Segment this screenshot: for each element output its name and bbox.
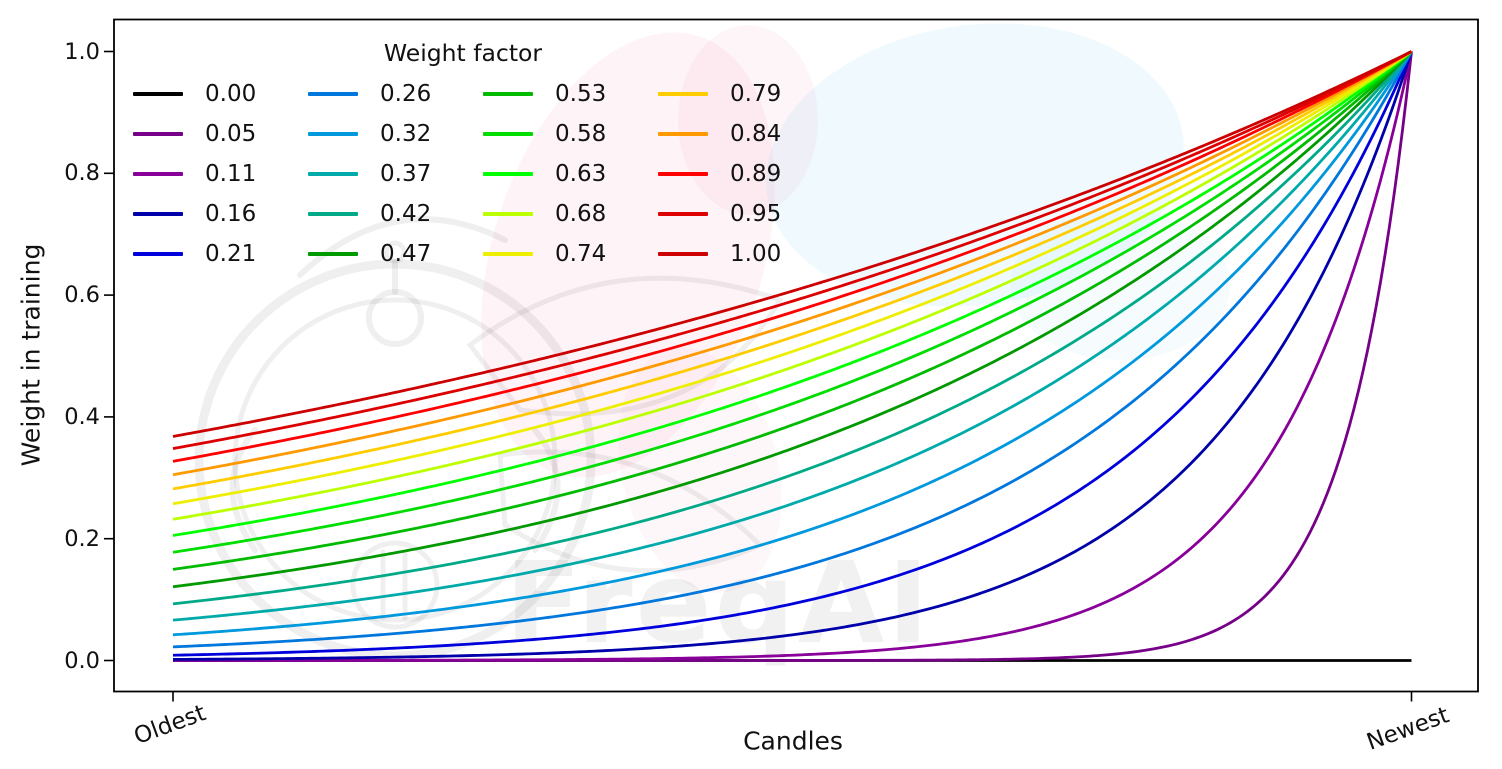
legend-line-swatch [658,252,708,256]
legend-entry: 0.84 [658,114,833,154]
plot-lines [172,50,1413,662]
legend-line-swatch [483,172,533,176]
curve-wf-0.26 [172,50,1413,649]
legend-entry-label: 0.68 [555,201,607,227]
legend-line-swatch [308,132,358,136]
freqai-watermark-text: FreqAI [505,539,932,669]
curve-wf-0.95 [172,50,1413,450]
legend-entry: 0.11 [133,154,308,194]
legend-entry: 0.42 [308,194,483,234]
legend-entry: 0.26 [308,74,483,114]
curve-wf-0.63 [172,50,1413,537]
y-tick-label: 0.0 [64,647,100,674]
legend-entry: 0.63 [483,154,658,194]
legend-line-swatch [133,212,183,216]
legend-entry-label: 0.26 [380,81,432,107]
curve-wf-1.00 [172,50,1413,438]
curve-wf-0.74 [172,50,1413,506]
legend-entry: 0.79 [658,74,833,114]
legend-entry: 0.00 [133,74,308,114]
legend-entry-label: 0.11 [205,161,257,187]
legend-line-swatch [483,92,533,96]
legend-entry-label: 0.79 [730,81,782,107]
legend-line-swatch [483,212,533,216]
legend-entry: 0.95 [658,194,833,234]
legend-line-swatch [308,212,358,216]
x-axis-label: Candles [743,726,843,756]
legend-entry: 0.89 [658,154,833,194]
legend-entry-label: 0.89 [730,161,782,187]
legend-line-swatch [658,92,708,96]
legend-line-swatch [133,252,183,256]
legend-entry-label: 0.84 [730,121,782,147]
legend-line-swatch [308,172,358,176]
curve-wf-0.37 [172,50,1413,622]
curve-wf-0.32 [172,50,1413,637]
legend-line-swatch [658,172,708,176]
legend-entry: 0.16 [133,194,308,234]
legend-entry-label: 0.32 [380,121,432,147]
legend-entry: 0.53 [483,74,658,114]
legend-line-swatch [133,172,183,176]
legend-entry-label: 0.05 [205,121,257,147]
legend-entry: 0.68 [483,194,658,234]
legend-line-swatch [658,212,708,216]
legend-title: Weight factor [383,39,543,67]
legend-entry-label: 0.47 [380,241,432,267]
y-tick-label: 0.2 [64,525,100,552]
legend-entry: 0.47 [308,234,483,274]
legend-entry: 1.00 [658,234,833,274]
legend-line-swatch [308,92,358,96]
legend-entry-label: 0.42 [380,201,432,227]
legend-entry-label: 0.21 [205,241,257,267]
legend-line-swatch [133,92,183,96]
y-axis-label: Weight in training [16,243,46,467]
legend-entry: 0.05 [133,114,308,154]
curve-wf-0.21 [172,50,1413,657]
legend-line-swatch [483,252,533,256]
legend-entry-label: 0.74 [555,241,607,267]
legend-line-swatch [308,252,358,256]
curve-wf-0.84 [172,50,1413,477]
legend-line-swatch [483,132,533,136]
legend-entry: 0.74 [483,234,658,274]
legend-entry-label: 0.58 [555,121,607,147]
legend-entry-label: 0.00 [205,81,257,107]
legend-entry-label: 0.95 [730,201,782,227]
curve-wf-0.42 [172,50,1413,606]
legend-entry: 0.58 [483,114,658,154]
legend-line-swatch [658,132,708,136]
curve-wf-0.11 [173,51,1413,662]
legend-entry: 0.32 [308,114,483,154]
curve-wf-0.68 [172,50,1413,521]
curve-wf-0.16 [172,51,1413,661]
legend-entry-label: 0.16 [205,201,257,227]
legend-entry-label: 1.00 [730,241,782,267]
legend-entry-label: 0.37 [380,161,432,187]
legend-entries: 0.00 0.05 0.11 0.16 0.21 0.26 0.32 0.37 0.42 0.47… [133,74,833,274]
axes-spines-and-ticks [104,18,1479,702]
y-tick-label: 0.4 [64,403,100,430]
y-tick-label: 0.8 [64,160,100,187]
curve-wf-0.58 [172,50,1413,554]
legend-entry: 0.37 [308,154,483,194]
legend-line-swatch [133,132,183,136]
curve-wf-0.47 [172,50,1413,589]
legend-entry: 0.21 [133,234,308,274]
y-tick-label: 1.0 [64,38,100,65]
curve-wf-0.89 [172,50,1413,463]
curve-wf-0.79 [172,50,1413,491]
legend-entry-label: 0.53 [555,81,607,107]
freqai-robot-logo-watermark [194,216,784,661]
curve-wf-0.53 [172,50,1413,571]
legend-entry-label: 0.63 [555,161,607,187]
y-tick-label: 0.6 [64,282,100,309]
